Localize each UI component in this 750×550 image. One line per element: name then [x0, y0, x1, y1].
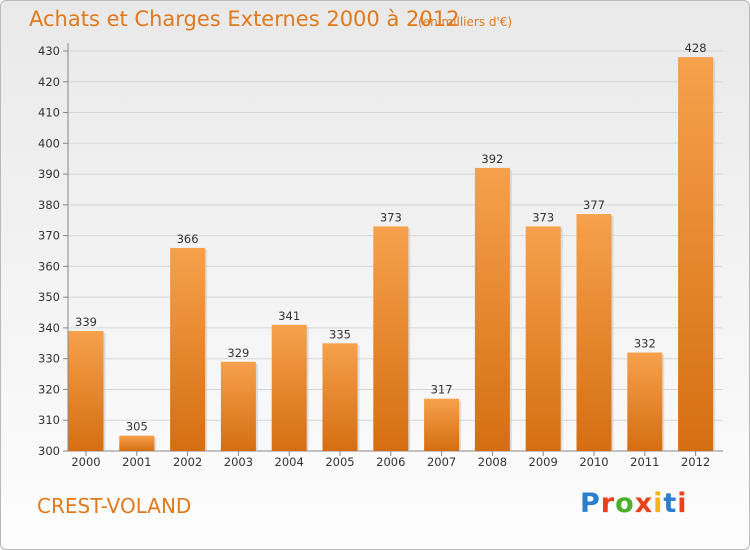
data-label: 341: [278, 309, 300, 323]
bar: [220, 361, 256, 451]
y-tick-label: 360: [38, 259, 60, 273]
data-label: 366: [177, 232, 199, 246]
bar: [170, 247, 206, 451]
x-tick-label: 2005: [325, 455, 354, 469]
y-tick-label: 420: [38, 75, 60, 89]
data-label: 428: [685, 41, 707, 55]
y-tick-label: 300: [38, 444, 60, 458]
logo-letter: i: [677, 488, 688, 519]
y-tick-label: 320: [38, 382, 60, 396]
data-label: 335: [329, 327, 351, 341]
bar: [576, 214, 612, 451]
data-label: 373: [532, 210, 554, 224]
x-tick-label: 2011: [630, 455, 659, 469]
bar: [68, 331, 104, 451]
x-tick-label: 2012: [681, 455, 710, 469]
logo-letter: x: [634, 488, 654, 519]
y-tick-label: 370: [38, 229, 60, 243]
y-tick-label: 410: [38, 106, 60, 120]
data-label: 377: [583, 198, 605, 212]
data-label: 339: [75, 315, 97, 329]
data-label: 332: [634, 337, 656, 351]
bar: [474, 167, 510, 451]
x-tick-label: 2007: [427, 455, 456, 469]
y-tick-label: 400: [38, 136, 60, 150]
bar: [678, 57, 714, 452]
logo-letter: i: [653, 488, 664, 519]
x-tick-label: 2003: [224, 455, 253, 469]
data-label: 329: [227, 346, 249, 360]
x-tick-label: 2010: [579, 455, 608, 469]
logo-letter: r: [600, 488, 616, 519]
logo-letter: t: [663, 488, 678, 519]
y-tick-label: 310: [38, 413, 60, 427]
bar: [373, 226, 409, 451]
x-tick-label: 2000: [71, 455, 100, 469]
x-tick-label: 2006: [376, 455, 405, 469]
data-label: 373: [380, 210, 402, 224]
y-tick-label: 350: [38, 290, 60, 304]
bar: [525, 226, 561, 451]
bar: [627, 352, 663, 451]
y-tick-label: 340: [38, 321, 60, 335]
bars: [68, 57, 716, 452]
data-label: 317: [431, 383, 453, 397]
y-tick-label: 330: [38, 352, 60, 366]
x-tick-label: 2009: [529, 455, 558, 469]
city-name: CREST-VOLAND: [37, 494, 192, 518]
data-label: 392: [481, 152, 503, 166]
y-tick-label: 380: [38, 198, 60, 212]
chart-title: Achats et Charges Externes 2000 à 2012: [29, 7, 460, 31]
x-tick-label: 2004: [275, 455, 304, 469]
bar: [424, 398, 460, 451]
logo-letter: o: [615, 488, 635, 519]
data-label: 305: [126, 420, 148, 434]
proxiti-logo: Proxiti: [580, 488, 688, 519]
x-tick-label: 2001: [122, 455, 151, 469]
bar: [322, 343, 358, 451]
axes: 300 310 320 330 340 350 360 370 380 390 400 410 420 4…: [38, 43, 723, 469]
logo-letter: P: [580, 488, 601, 519]
x-tick-label: 2002: [173, 455, 202, 469]
bar: [119, 435, 155, 451]
y-tick-label: 430: [38, 44, 60, 58]
bar: [271, 324, 307, 451]
labels: 339 305 366 329 341 335 373 317 392 373 377 332 428: [75, 41, 707, 433]
x-tick-label: 2008: [478, 455, 507, 469]
y-tick-label: 390: [38, 167, 60, 181]
chart-subtitle: (en milliers d'€): [418, 15, 513, 29]
